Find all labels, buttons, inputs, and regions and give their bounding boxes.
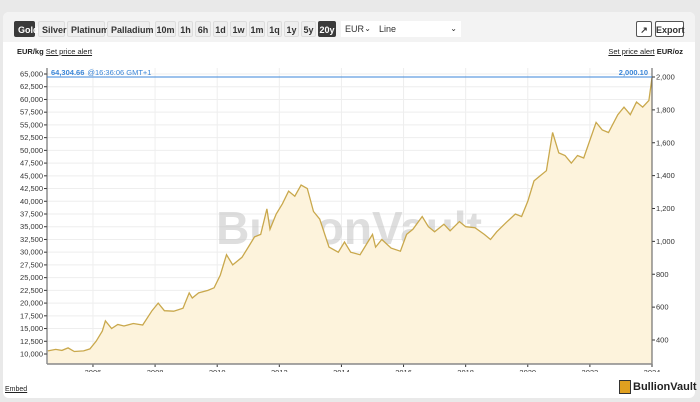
y-tick-label: 62,500 bbox=[20, 82, 43, 91]
x-tick-label: 2016 bbox=[395, 368, 412, 372]
y-tick-label: 35,000 bbox=[20, 222, 43, 231]
export-button[interactable]: Export bbox=[655, 21, 685, 37]
y-tick-label: 42,500 bbox=[20, 184, 43, 193]
y-tick-label: 45,000 bbox=[20, 171, 43, 180]
x-tick-label: 2022 bbox=[582, 368, 599, 372]
left-unit-label: EUR/kg bbox=[17, 47, 44, 56]
y2-tick-label: 1,400 bbox=[656, 171, 675, 180]
range-tab-1q[interactable]: 1q bbox=[267, 21, 282, 37]
y-tick-label: 27,500 bbox=[20, 260, 43, 269]
x-tick-label: 2012 bbox=[271, 368, 288, 372]
y-tick-label: 17,500 bbox=[20, 311, 43, 320]
range-tab-20y[interactable]: 20y bbox=[318, 21, 336, 37]
y2-tick-label: 1,600 bbox=[656, 138, 675, 147]
toolbar: Gold Silver Platinum Palladium 10m 1h 6h 1d 1w 1… bbox=[3, 12, 695, 42]
y2-tick-label: 600 bbox=[656, 303, 669, 312]
price-eur-oz: 2,000.10 bbox=[619, 68, 648, 77]
x-tick-label: 2006 bbox=[85, 368, 102, 372]
right-unit-label: EUR/oz bbox=[656, 47, 683, 56]
y2-tick-label: 800 bbox=[656, 270, 669, 279]
range-tab-1d[interactable]: 1d bbox=[213, 21, 228, 37]
y2-tick-label: 1,200 bbox=[656, 204, 675, 213]
price-line bbox=[47, 77, 653, 353]
range-tab-1h[interactable]: 1h bbox=[178, 21, 193, 37]
popout-button[interactable]: ↗ bbox=[636, 21, 652, 37]
left-price-alert-link[interactable]: Set price alert bbox=[45, 47, 93, 56]
chart-widget: Gold Silver Platinum Palladium 10m 1h 6h 1d 1w 1… bbox=[3, 12, 697, 398]
x-tick-label: 2024 bbox=[644, 368, 661, 372]
range-tab-6h[interactable]: 6h bbox=[195, 21, 211, 37]
embed-link[interactable]: Embed bbox=[5, 386, 27, 393]
current-price-label: 64,304.66 @16:36:06 GMT+1 bbox=[51, 68, 151, 77]
y-tick-label: 47,500 bbox=[20, 159, 43, 168]
price-eur-kg: 64,304.66 bbox=[51, 68, 84, 77]
metal-tab-silver[interactable]: Silver bbox=[38, 21, 67, 37]
price-timestamp: @16:36:06 GMT+1 bbox=[87, 68, 151, 77]
y-tick-label: 65,000 bbox=[20, 70, 43, 79]
y2-tick-label: 1,800 bbox=[656, 105, 675, 114]
x-tick-label: 2010 bbox=[209, 368, 226, 372]
y-tick-label: 60,000 bbox=[20, 95, 43, 104]
x-tick-label: 2008 bbox=[147, 368, 164, 372]
y-tick-label: 32,500 bbox=[20, 235, 43, 244]
x-tick-label: 2014 bbox=[333, 368, 350, 372]
y2-tick-label: 2,000 bbox=[656, 73, 675, 82]
embed-label: Embed bbox=[5, 386, 28, 393]
external-link-icon: ↗ bbox=[640, 25, 648, 35]
x-tick-label: 2018 bbox=[457, 368, 474, 372]
range-tab-1y[interactable]: 1y bbox=[284, 21, 299, 37]
gold-bar-icon bbox=[619, 380, 631, 394]
y2-tick-label: 400 bbox=[656, 336, 669, 345]
left-header: EUR/kg Set price alert bbox=[17, 47, 92, 56]
right-price-alert-link[interactable]: Set price alert bbox=[608, 47, 655, 56]
y-tick-label: 52,500 bbox=[20, 133, 43, 142]
y-tick-label: 20,000 bbox=[20, 299, 43, 308]
y-tick-label: 57,500 bbox=[20, 108, 43, 117]
range-tab-1w[interactable]: 1w bbox=[230, 21, 247, 37]
x-tick-label: 2020 bbox=[519, 368, 536, 372]
price-chart[interactable]: 10,000 12,500 15,000 17,500 20,000 22,500 25,0… bbox=[3, 12, 695, 372]
metal-tab-palladium[interactable]: Palladium bbox=[107, 21, 154, 37]
y-tick-label: 22,500 bbox=[20, 286, 43, 295]
y-tick-label: 37,500 bbox=[20, 210, 43, 219]
y-tick-label: 25,000 bbox=[20, 273, 43, 282]
y-tick-label: 40,000 bbox=[20, 197, 43, 206]
currency-value: EUR bbox=[345, 24, 365, 34]
range-tab-10m[interactable]: 10m bbox=[155, 21, 176, 37]
y-tick-label: 50,000 bbox=[20, 146, 43, 155]
chevron-down-icon: ⌄ bbox=[364, 24, 371, 33]
y-tick-label: 15,000 bbox=[20, 324, 43, 333]
chevron-down-icon: ⌄ bbox=[450, 24, 457, 33]
y-tick-label: 30,000 bbox=[20, 248, 43, 257]
logo-text: BullionVault bbox=[633, 381, 697, 393]
chart-type-select[interactable]: Line ⌄ bbox=[375, 21, 461, 37]
currency-select[interactable]: EUR ⌄ bbox=[341, 21, 375, 37]
y-tick-label: 10,000 bbox=[20, 350, 43, 359]
y2-tick-label: 1,000 bbox=[656, 237, 675, 246]
range-tab-1m[interactable]: 1m bbox=[249, 21, 265, 37]
range-tab-5y[interactable]: 5y bbox=[301, 21, 316, 37]
chart-type-value: Line bbox=[379, 24, 397, 34]
metal-tab-gold[interactable]: Gold bbox=[14, 21, 39, 37]
right-header: Set price alert EUR/oz bbox=[608, 47, 683, 56]
y-tick-label: 55,000 bbox=[20, 120, 43, 129]
metal-tab-platinum[interactable]: Platinum bbox=[67, 21, 109, 37]
bullionvault-logo: BullionVault bbox=[619, 380, 697, 394]
y-tick-label: 12,500 bbox=[20, 337, 43, 346]
price-area bbox=[47, 77, 652, 364]
